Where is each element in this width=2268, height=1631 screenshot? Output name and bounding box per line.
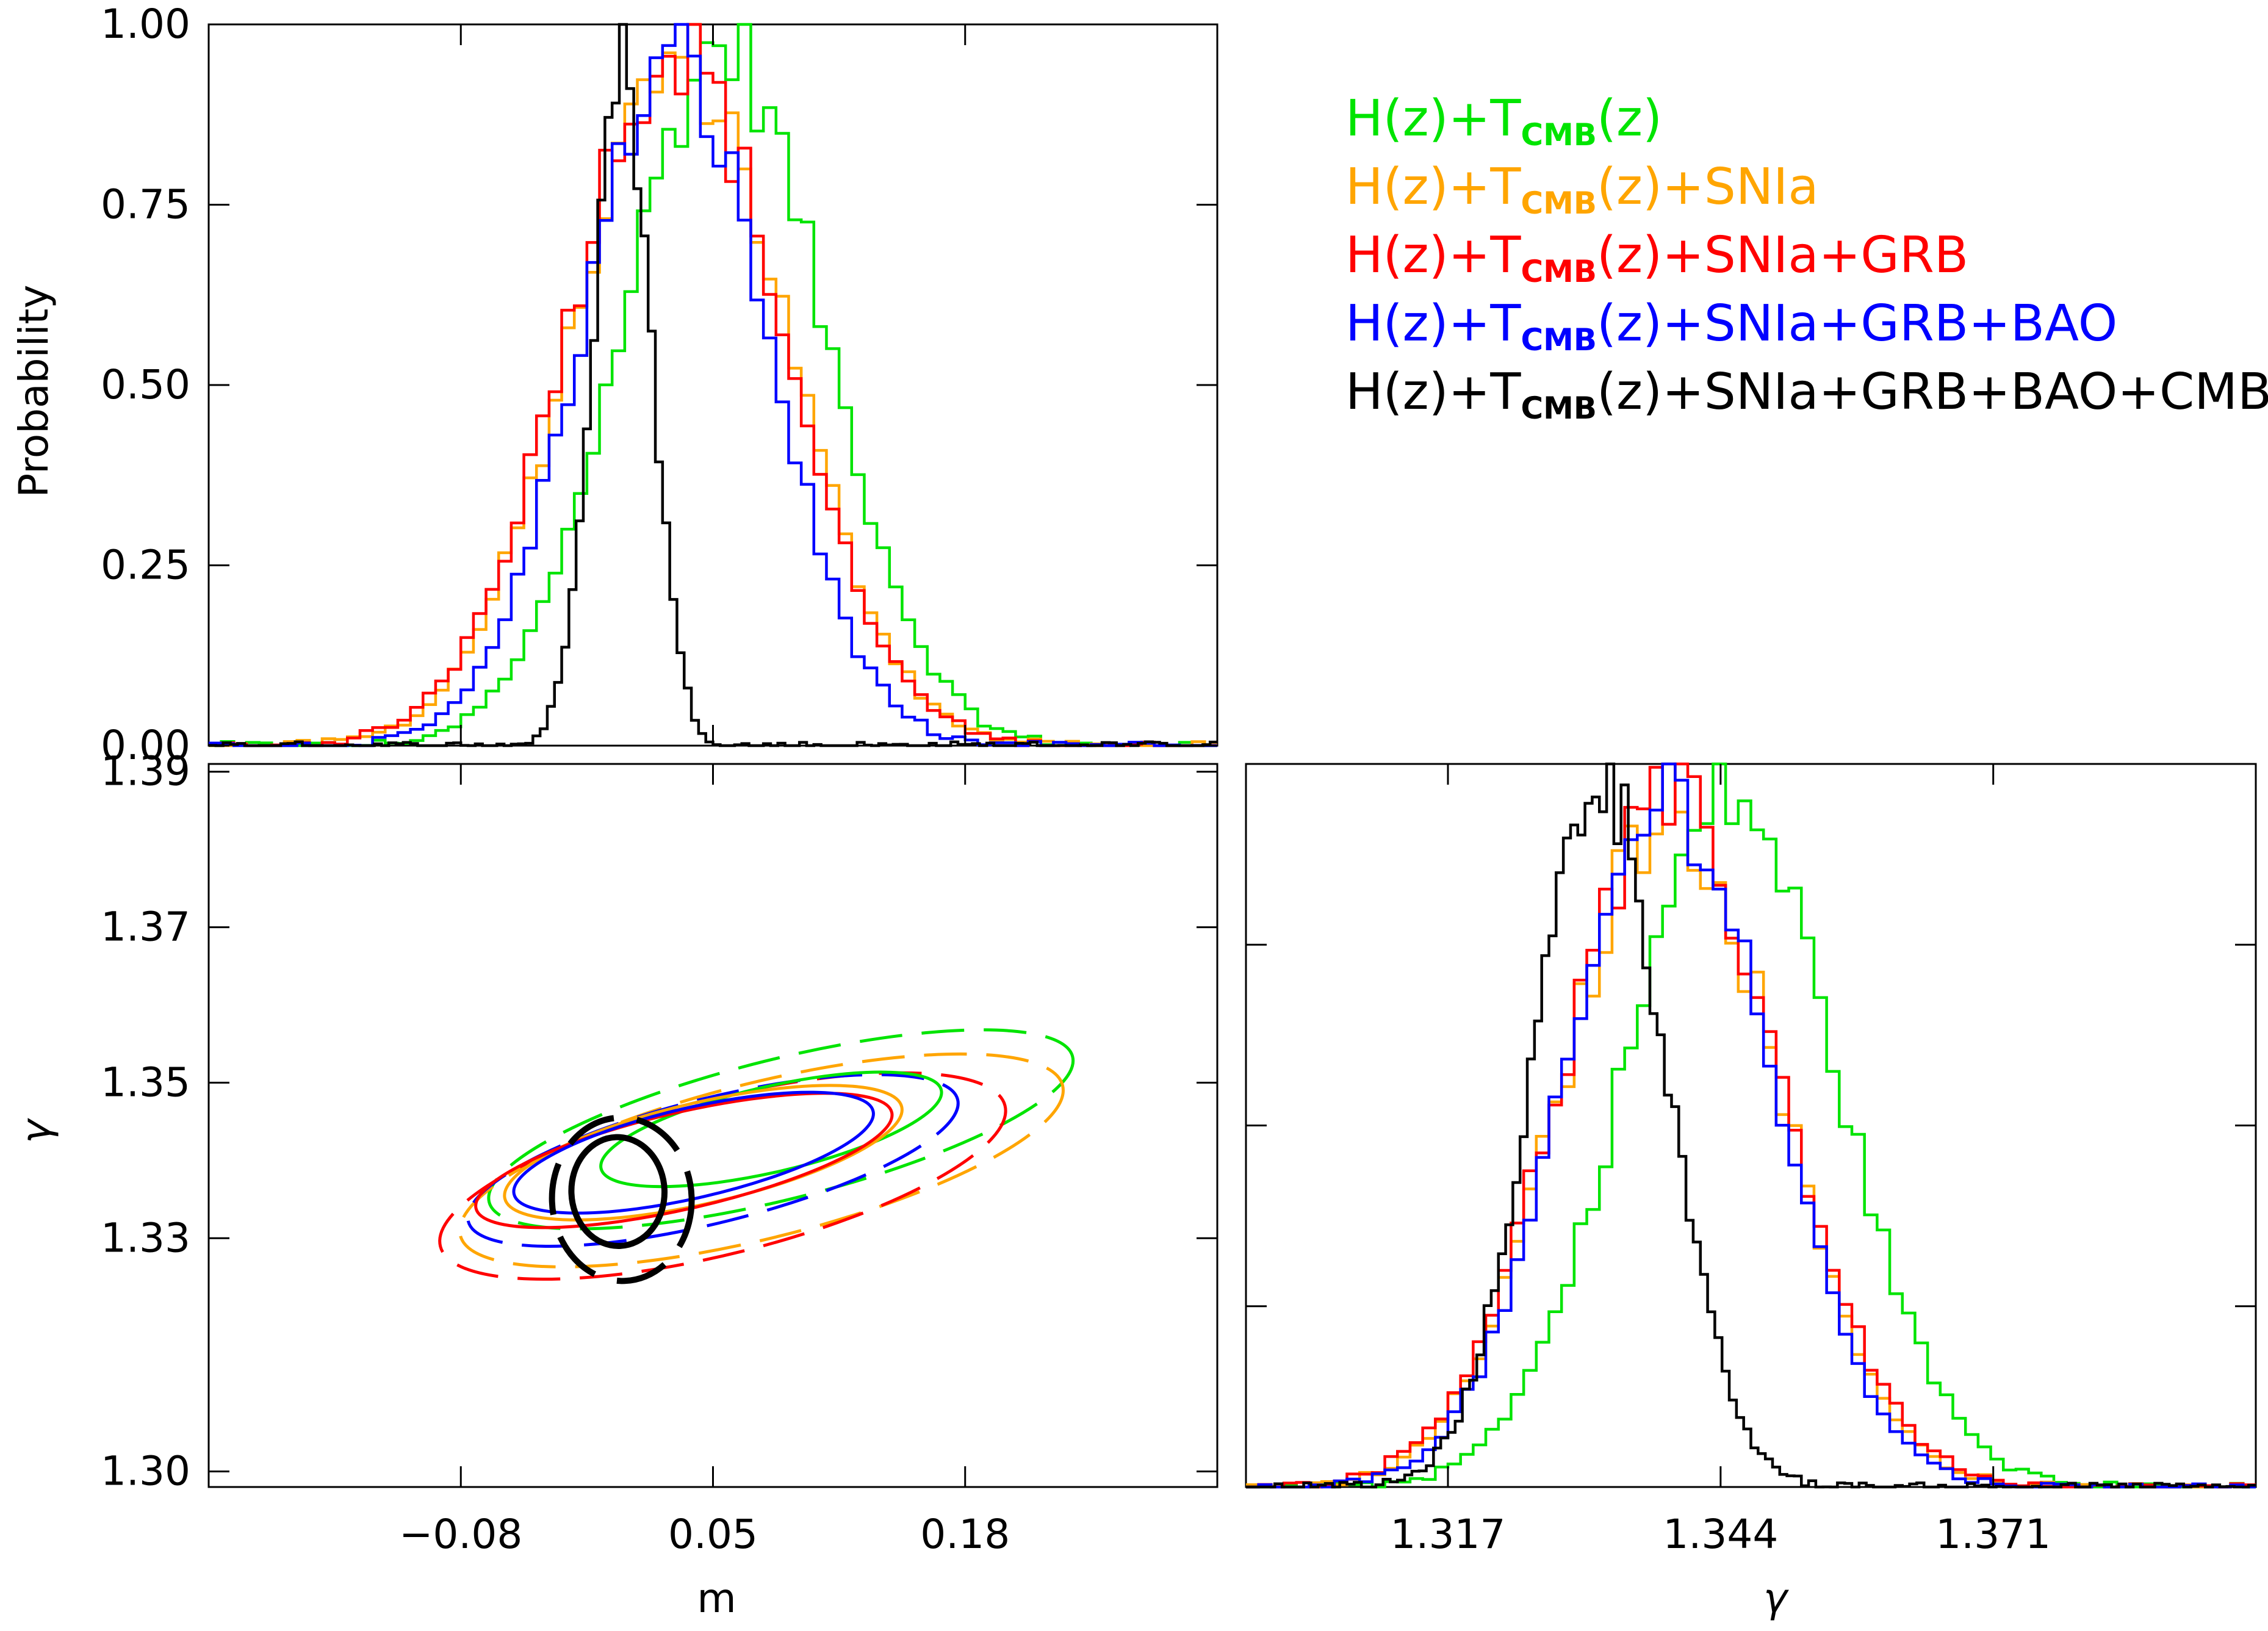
m-posterior-ytick-label: 1.00 — [101, 1, 190, 48]
m-posterior-histogram-orange — [209, 23, 1217, 747]
legend-entry-black: H(z)+TCMB(z)+SNIa+GRB+BAO+CMB — [1345, 363, 2268, 426]
contour-black-solid — [568, 1134, 668, 1249]
legend-entry-red: H(z)+TCMB(z)+SNIa+GRB — [1345, 226, 1968, 289]
m-posterior-histogram-green — [209, 23, 1217, 747]
m-gamma-contour-ytick-label: 1.30 — [101, 1448, 190, 1495]
m-posterior-histogram-blue — [209, 23, 1217, 747]
m-posterior-panel — [207, 23, 1219, 747]
x-axis-label-gamma: γ — [1763, 1575, 1789, 1622]
m-posterior-ytick-label: 0.50 — [101, 361, 190, 408]
m-posterior-ytick-label: 0.25 — [101, 542, 190, 589]
gamma-posterior-panel — [1245, 763, 2257, 1488]
m-gamma-contour-ytick-label: 1.39 — [101, 748, 190, 795]
m-gamma-contour-panel — [207, 763, 1219, 1488]
gamma-posterior-histogram-orange — [1246, 762, 2256, 1489]
gamma-posterior-xtick-label: 1.317 — [1391, 1511, 1506, 1558]
contour-black-dashed — [549, 1114, 695, 1284]
m-gamma-contour-ytick-label: 1.33 — [101, 1214, 190, 1261]
m-gamma-contour-xtick-label: 0.18 — [920, 1511, 1010, 1558]
contour-blue-dashed — [466, 1073, 960, 1248]
contour-orange-dashed — [458, 1052, 1065, 1269]
contour-green-solid — [599, 1070, 943, 1189]
y-axis-label-probability: Probability — [10, 285, 57, 498]
gamma-posterior-histogram-red — [1246, 762, 2256, 1489]
gamma-posterior-xtick-label: 1.344 — [1663, 1511, 1778, 1558]
legend: H(z)+TCMB(z)H(z)+TCMB(z)+SNIaH(z)+TCMB(z… — [1345, 90, 2268, 426]
gamma-posterior-xtick-label: 1.371 — [1935, 1511, 2051, 1558]
m-posterior-ytick-label: 0.00 — [101, 722, 190, 769]
m-gamma-contour-ytick-label: 1.37 — [101, 904, 190, 951]
m-gamma-contour-ytick-label: 1.35 — [101, 1059, 190, 1106]
x-axis-label-m: m — [697, 1575, 736, 1622]
gamma-posterior-histogram-black — [1246, 762, 2256, 1489]
contour-blue-solid — [512, 1090, 875, 1215]
legend-entry-orange: H(z)+TCMB(z)+SNIa — [1345, 158, 1819, 221]
m-posterior-ytick-label: 0.75 — [101, 181, 190, 228]
legend-entry-green: H(z)+TCMB(z) — [1345, 90, 1662, 153]
m-gamma-contour-xtick-label: −0.08 — [399, 1511, 522, 1558]
contour-green-dashed — [487, 1028, 1075, 1231]
contour-red-solid — [474, 1092, 894, 1230]
m-gamma-contour-xtick-label: 0.05 — [668, 1511, 758, 1558]
y-axis-label-gamma: γ — [13, 1118, 60, 1143]
gamma-posterior-histogram-blue — [1246, 762, 2256, 1489]
legend-entry-blue: H(z)+TCMB(z)+SNIa+GRB+BAO — [1345, 295, 2117, 358]
m-posterior-histogram-black — [209, 23, 1217, 747]
gamma-posterior-histogram-green — [1246, 762, 2256, 1489]
contour-red-dashed — [438, 1071, 1007, 1281]
m-posterior-histogram-red — [209, 23, 1217, 747]
